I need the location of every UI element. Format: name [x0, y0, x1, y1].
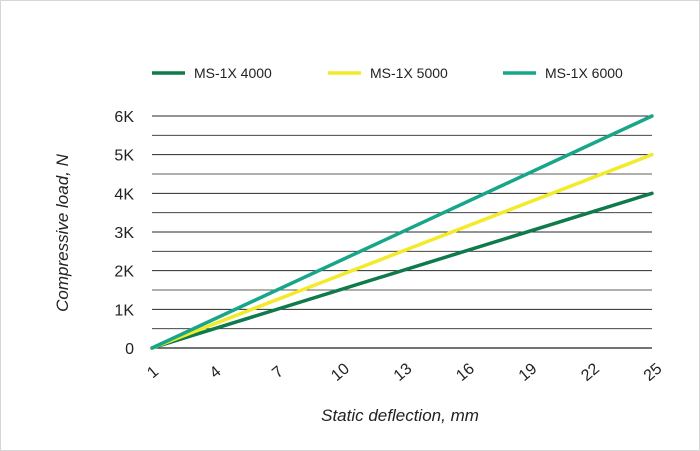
x-tick-label: 10	[328, 360, 353, 385]
x-tick-label: 13	[391, 360, 416, 385]
x-tick-label: 19	[516, 360, 541, 385]
y-tick-label: 6K	[114, 109, 134, 126]
y-tick-label: 3K	[114, 225, 134, 242]
x-axis-title: Static deflection, mm	[321, 406, 479, 425]
x-tick-label: 25	[641, 360, 666, 385]
y-axis-ticks: 0 1K 2K 3K 4K 5K 6K	[114, 109, 134, 358]
y-tick-label: 2K	[114, 264, 134, 281]
series-line-2	[150, 152, 654, 350]
x-tick-label: 1	[144, 363, 162, 382]
legend-label: MS-1X 5000	[370, 65, 448, 81]
y-tick-label: 0	[125, 341, 134, 358]
series-line-3	[150, 114, 654, 350]
x-tick-label: 22	[578, 360, 603, 385]
y-tick-label: 5K	[114, 148, 134, 165]
x-axis-ticks: 1 4 7 10 13 16 19 22 25	[144, 360, 665, 385]
legend-label: MS-1X 6000	[545, 65, 623, 81]
y-tick-label: 1K	[114, 302, 134, 319]
y-tick-label: 4K	[114, 186, 134, 203]
legend-label: MS-1X 4000	[194, 65, 272, 81]
x-tick-label: 16	[453, 360, 478, 385]
x-tick-label: 4	[207, 363, 225, 382]
series-line-1	[150, 191, 654, 350]
legend: MS-1X 4000 MS-1X 5000 MS-1X 6000	[152, 65, 623, 81]
x-tick-label: 7	[269, 363, 287, 382]
series-lines	[150, 114, 654, 350]
y-axis-title: Compressive load, N	[53, 153, 72, 312]
